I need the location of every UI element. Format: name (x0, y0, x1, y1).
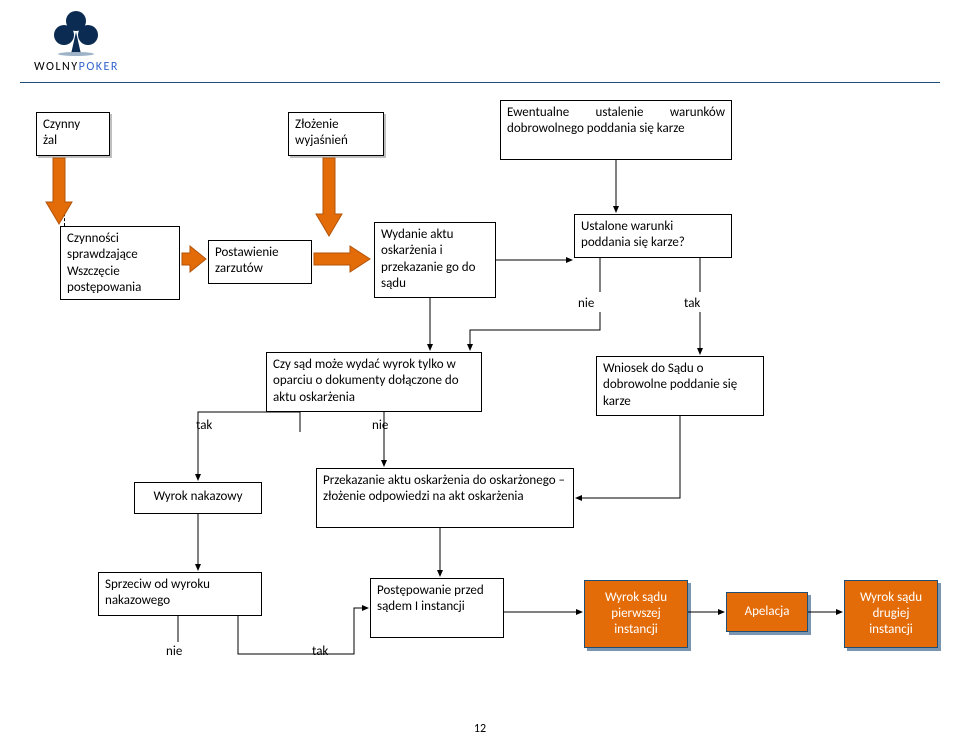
big-arrow-down-2 (316, 158, 342, 238)
node-wyrok2: Wyrok sądu drugiej instancji (844, 580, 938, 648)
node-wyrok-nakazowy: Wyrok nakazowy (134, 482, 262, 514)
dashed-connector (64, 160, 65, 226)
club-icon (51, 10, 101, 56)
node-text: Ustalone warunki poddania się karze? (581, 219, 685, 250)
big-arrow-right-0 (182, 246, 208, 272)
node-text: Czynnyżal (43, 117, 80, 148)
node-text: Wyrok sądu pierwszej instancji (591, 590, 681, 639)
node-text: Złożeniewyjaśnień (295, 117, 348, 148)
label-nie-ust: nie (578, 296, 594, 311)
node-text: Wyrok nakazowy (153, 489, 242, 504)
node-wydanie: Wydanie aktu oskarżenia i przekazanie go… (374, 222, 496, 298)
big-arrow-down-1 (46, 158, 72, 226)
node-czynnosci: CzynnościsprawdzająceWszczęciepostępowan… (60, 226, 180, 300)
brand-part1: WOLNY (34, 60, 79, 74)
node-text: Czy sąd może wydać wyrok tylko w oparciu… (273, 357, 459, 405)
node-text: Postępowanie przed sądem I instancji (377, 583, 484, 614)
brand-text: WOLNYPOKER (34, 60, 119, 74)
node-wyrok1: Wyrok sądu pierwszej instancji (584, 580, 688, 648)
node-text: Przekazanie aktu oskarżenia do oskarżone… (323, 473, 565, 504)
node-text: Wniosek do Sądu o dobrowolne poddanie si… (603, 361, 737, 409)
node-text: Wydanie aktu oskarżenia i przekazanie go… (381, 227, 475, 291)
node-zlozenie: Złożeniewyjaśnień (288, 112, 384, 156)
label-tak-left: tak (196, 418, 212, 433)
header-rule (20, 82, 940, 83)
page-number: 12 (0, 722, 960, 736)
node-apelacja: Apelacja (726, 592, 808, 632)
label-tak-sprz: tak (312, 644, 328, 659)
node-text: CzynnościsprawdzająceWszczęciepostępowan… (67, 231, 141, 295)
node-ustalone: Ustalone warunki poddania się karze? (574, 214, 732, 258)
node-przekazanie: Przekazanie aktu oskarżenia do oskarżone… (316, 468, 574, 528)
node-czynny-zal: Czynnyżal (36, 112, 110, 156)
label-nie-mid: nie (372, 418, 388, 433)
node-text: Apelacja (745, 604, 790, 620)
node-postawienie: Postawieniezarzutów (208, 240, 312, 284)
label-nie-sprz: nie (166, 644, 182, 659)
node-text: Wyrok sądu drugiej instancji (851, 590, 931, 639)
node-ewentualne: Ewentualne ustalenie warunków dobrowolne… (500, 100, 732, 160)
node-text: Sprzeciw od wyroku nakazowego (105, 577, 210, 608)
big-arrow-right-1 (314, 246, 372, 272)
node-text: Ewentualne ustalenie warunków dobrowolne… (507, 105, 725, 136)
node-wniosek: Wniosek do Sądu o dobrowolne poddanie si… (596, 356, 764, 416)
node-text: Postawieniezarzutów (215, 245, 279, 276)
label-tak-ust: tak (684, 296, 700, 311)
node-sprzeciw: Sprzeciw od wyroku nakazowego (98, 572, 262, 616)
node-czy-sad: Czy sąd może wydać wyrok tylko w oparciu… (266, 352, 482, 412)
brand-part2: POKER (79, 60, 119, 74)
node-postepowanie: Postępowanie przed sądem I instancji (370, 578, 504, 638)
logo: WOLNYPOKER (34, 10, 119, 74)
